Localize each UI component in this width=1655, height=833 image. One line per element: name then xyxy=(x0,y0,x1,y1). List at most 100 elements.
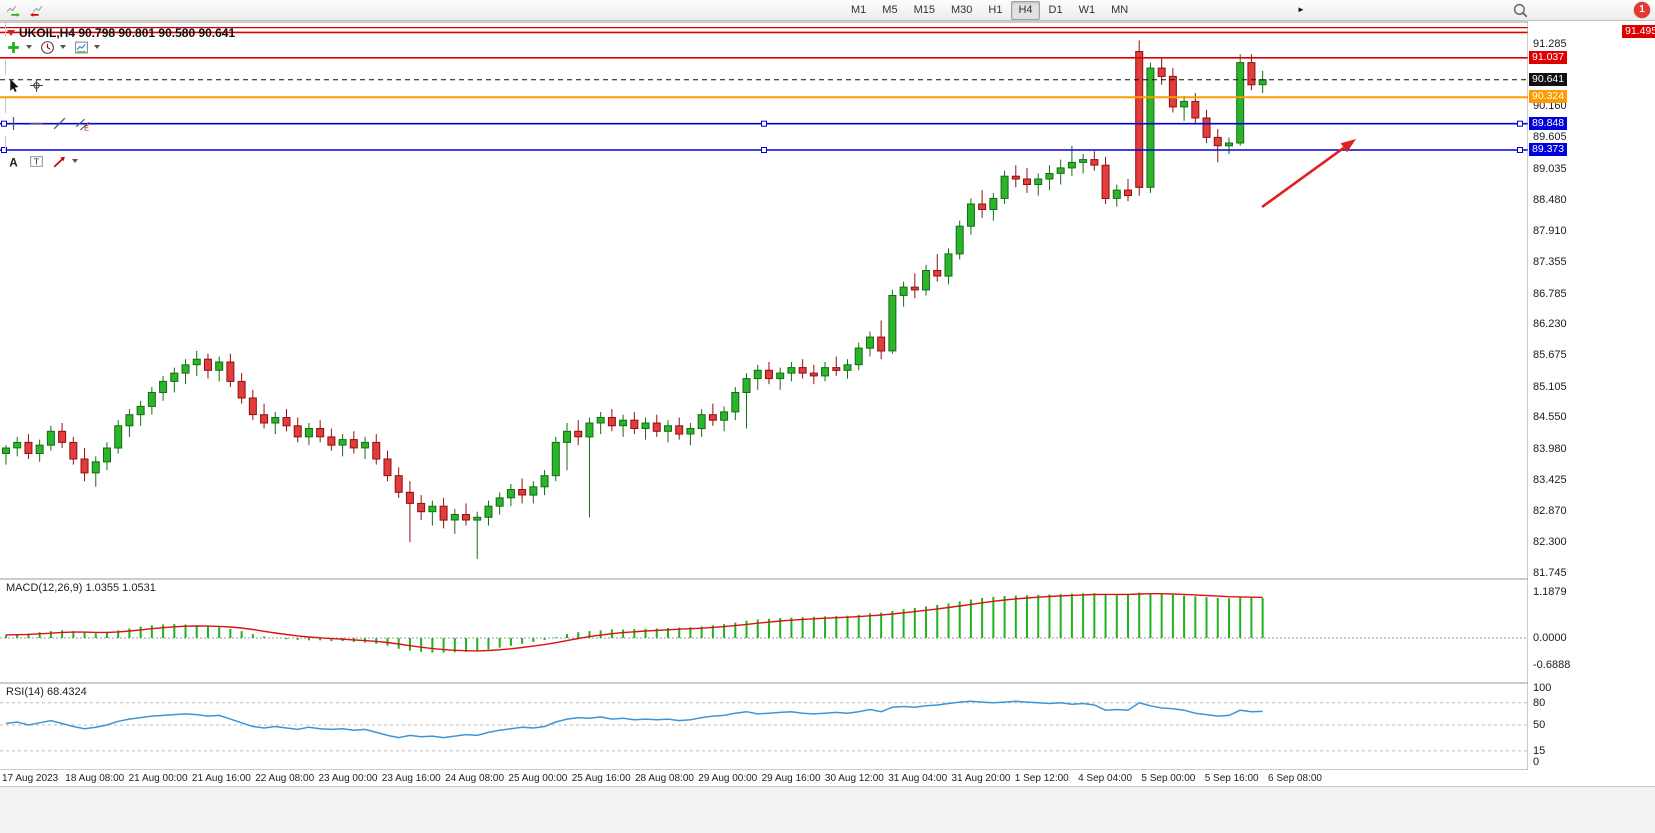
candle xyxy=(574,430,583,438)
candle xyxy=(1112,189,1121,199)
candle xyxy=(753,369,762,380)
notification-badge[interactable]: 1 xyxy=(1634,2,1650,18)
time-tick: 31 Aug 04:00 xyxy=(888,773,948,784)
candle xyxy=(607,417,616,427)
auto-scroll-button[interactable] xyxy=(2,0,25,20)
candle xyxy=(13,441,22,449)
chart-shift-button[interactable] xyxy=(25,0,48,20)
line-handle[interactable] xyxy=(761,120,767,127)
timeframe-h1-button[interactable]: H1 xyxy=(988,4,1003,16)
candle xyxy=(1124,189,1132,197)
candle xyxy=(80,458,89,474)
rsi-axis-tick: 15 xyxy=(1533,744,1546,757)
line-handle[interactable] xyxy=(1517,147,1523,153)
price-badge-91.037: 91.037 xyxy=(1529,50,1568,64)
chevron-down-icon[interactable] xyxy=(26,45,32,49)
candle xyxy=(619,419,628,427)
cursor-icon xyxy=(6,78,21,93)
templates-button[interactable] xyxy=(70,37,104,58)
vertical-line-button[interactable] xyxy=(2,113,25,134)
candle xyxy=(563,430,571,443)
trendline-button[interactable] xyxy=(48,113,71,134)
candle xyxy=(540,475,549,488)
price-axis[interactable]: 91.285 90.160 89.605 89.035 88.480 87.910 87.3… xyxy=(1528,21,1655,786)
time-axis[interactable]: 17 Aug 2023 18 Aug 08:00 21 Aug 00:00 21 Au… xyxy=(0,770,1528,786)
line-handle[interactable] xyxy=(1,120,7,127)
macd-axis-tick: 0.0000 xyxy=(1533,632,1567,644)
timeframe-mn-button[interactable]: MN xyxy=(1111,4,1129,16)
candle xyxy=(215,361,224,371)
periods-button[interactable] xyxy=(36,37,70,58)
candle xyxy=(439,505,448,521)
templates-icon xyxy=(74,40,89,55)
arrows-button[interactable] xyxy=(48,151,82,172)
candle xyxy=(910,286,919,291)
equidistant-channel-button[interactable]: E xyxy=(71,113,94,134)
candle xyxy=(1258,79,1267,86)
candle xyxy=(1090,159,1099,166)
timeframe-toolbar: M1 M5 M15 M30 H1 H4 D1 W1 MN xyxy=(843,1,1136,20)
candle xyxy=(585,422,594,438)
toolbar-separator xyxy=(5,59,6,75)
chevron-down-icon[interactable] xyxy=(94,45,100,49)
arrow-annotation[interactable] xyxy=(1261,146,1345,209)
candle xyxy=(630,419,639,430)
crosshair-button[interactable] xyxy=(25,75,48,96)
symbol-marker-icon xyxy=(7,30,15,36)
arrowhead xyxy=(1340,139,1356,153)
line-handle[interactable] xyxy=(761,147,767,153)
candle xyxy=(58,430,67,443)
time-tick: 22 Aug 08:00 xyxy=(255,773,315,784)
candle xyxy=(955,225,964,255)
timeframe-h4-button[interactable]: H4 xyxy=(1011,1,1040,20)
line-handle[interactable] xyxy=(1517,120,1523,127)
candle xyxy=(1146,67,1155,188)
text-label-button[interactable]: T xyxy=(25,151,48,172)
toolbar-overflow-icon[interactable]: ► xyxy=(1297,5,1305,14)
timeframe-w1-button[interactable]: W1 xyxy=(1078,4,1096,16)
svg-text:A: A xyxy=(9,156,18,169)
time-tick: 1 Sep 12:00 xyxy=(1014,773,1069,784)
timeframe-m15-button[interactable]: M15 xyxy=(913,4,935,16)
arrows-icon xyxy=(52,154,67,169)
horizontal-line-button[interactable] xyxy=(25,113,48,134)
candle xyxy=(226,361,235,382)
line-handle[interactable] xyxy=(1,147,7,153)
time-tick: 5 Sep 00:00 xyxy=(1141,773,1196,784)
timeframe-m30-button[interactable]: M30 xyxy=(950,4,973,16)
candle xyxy=(1067,161,1076,169)
timeframe-m5-button[interactable]: M5 xyxy=(882,4,898,16)
candle xyxy=(372,441,381,460)
price-badge-89.848: 89.848 xyxy=(1529,116,1568,130)
cursor-button[interactable] xyxy=(2,75,25,96)
candle xyxy=(1191,100,1200,119)
toolbar-buttons: 新订单自动交易EAT xyxy=(2,0,145,174)
search-icon[interactable] xyxy=(1512,2,1528,23)
chevron-down-icon[interactable] xyxy=(72,159,78,163)
candle xyxy=(708,414,717,421)
timeframe-m1-button[interactable]: M1 xyxy=(851,4,867,16)
candle xyxy=(764,369,773,380)
candle xyxy=(877,336,886,352)
timeframe-d1-button[interactable]: D1 xyxy=(1048,4,1063,16)
time-tick: 25 Aug 16:00 xyxy=(571,773,631,784)
candle xyxy=(697,414,706,430)
candle xyxy=(966,203,975,227)
toolbar-separator xyxy=(5,21,6,37)
candle xyxy=(787,367,796,374)
price-badge-91.495: 91.495 xyxy=(1622,25,1655,39)
rsi-axis-tick: 0 xyxy=(1533,756,1540,768)
candle xyxy=(1023,178,1032,185)
candle xyxy=(1236,62,1245,144)
time-tick: 31 Aug 20:00 xyxy=(951,773,1011,784)
indicators-button[interactable] xyxy=(2,37,36,58)
candle xyxy=(46,430,55,446)
text-button[interactable]: A xyxy=(2,151,25,172)
candle xyxy=(843,364,852,371)
price-tick: 89.035 xyxy=(1533,162,1567,175)
time-tick: 4 Sep 04:00 xyxy=(1078,773,1133,784)
time-tick: 23 Aug 16:00 xyxy=(381,773,441,784)
chevron-down-icon[interactable] xyxy=(60,45,66,49)
